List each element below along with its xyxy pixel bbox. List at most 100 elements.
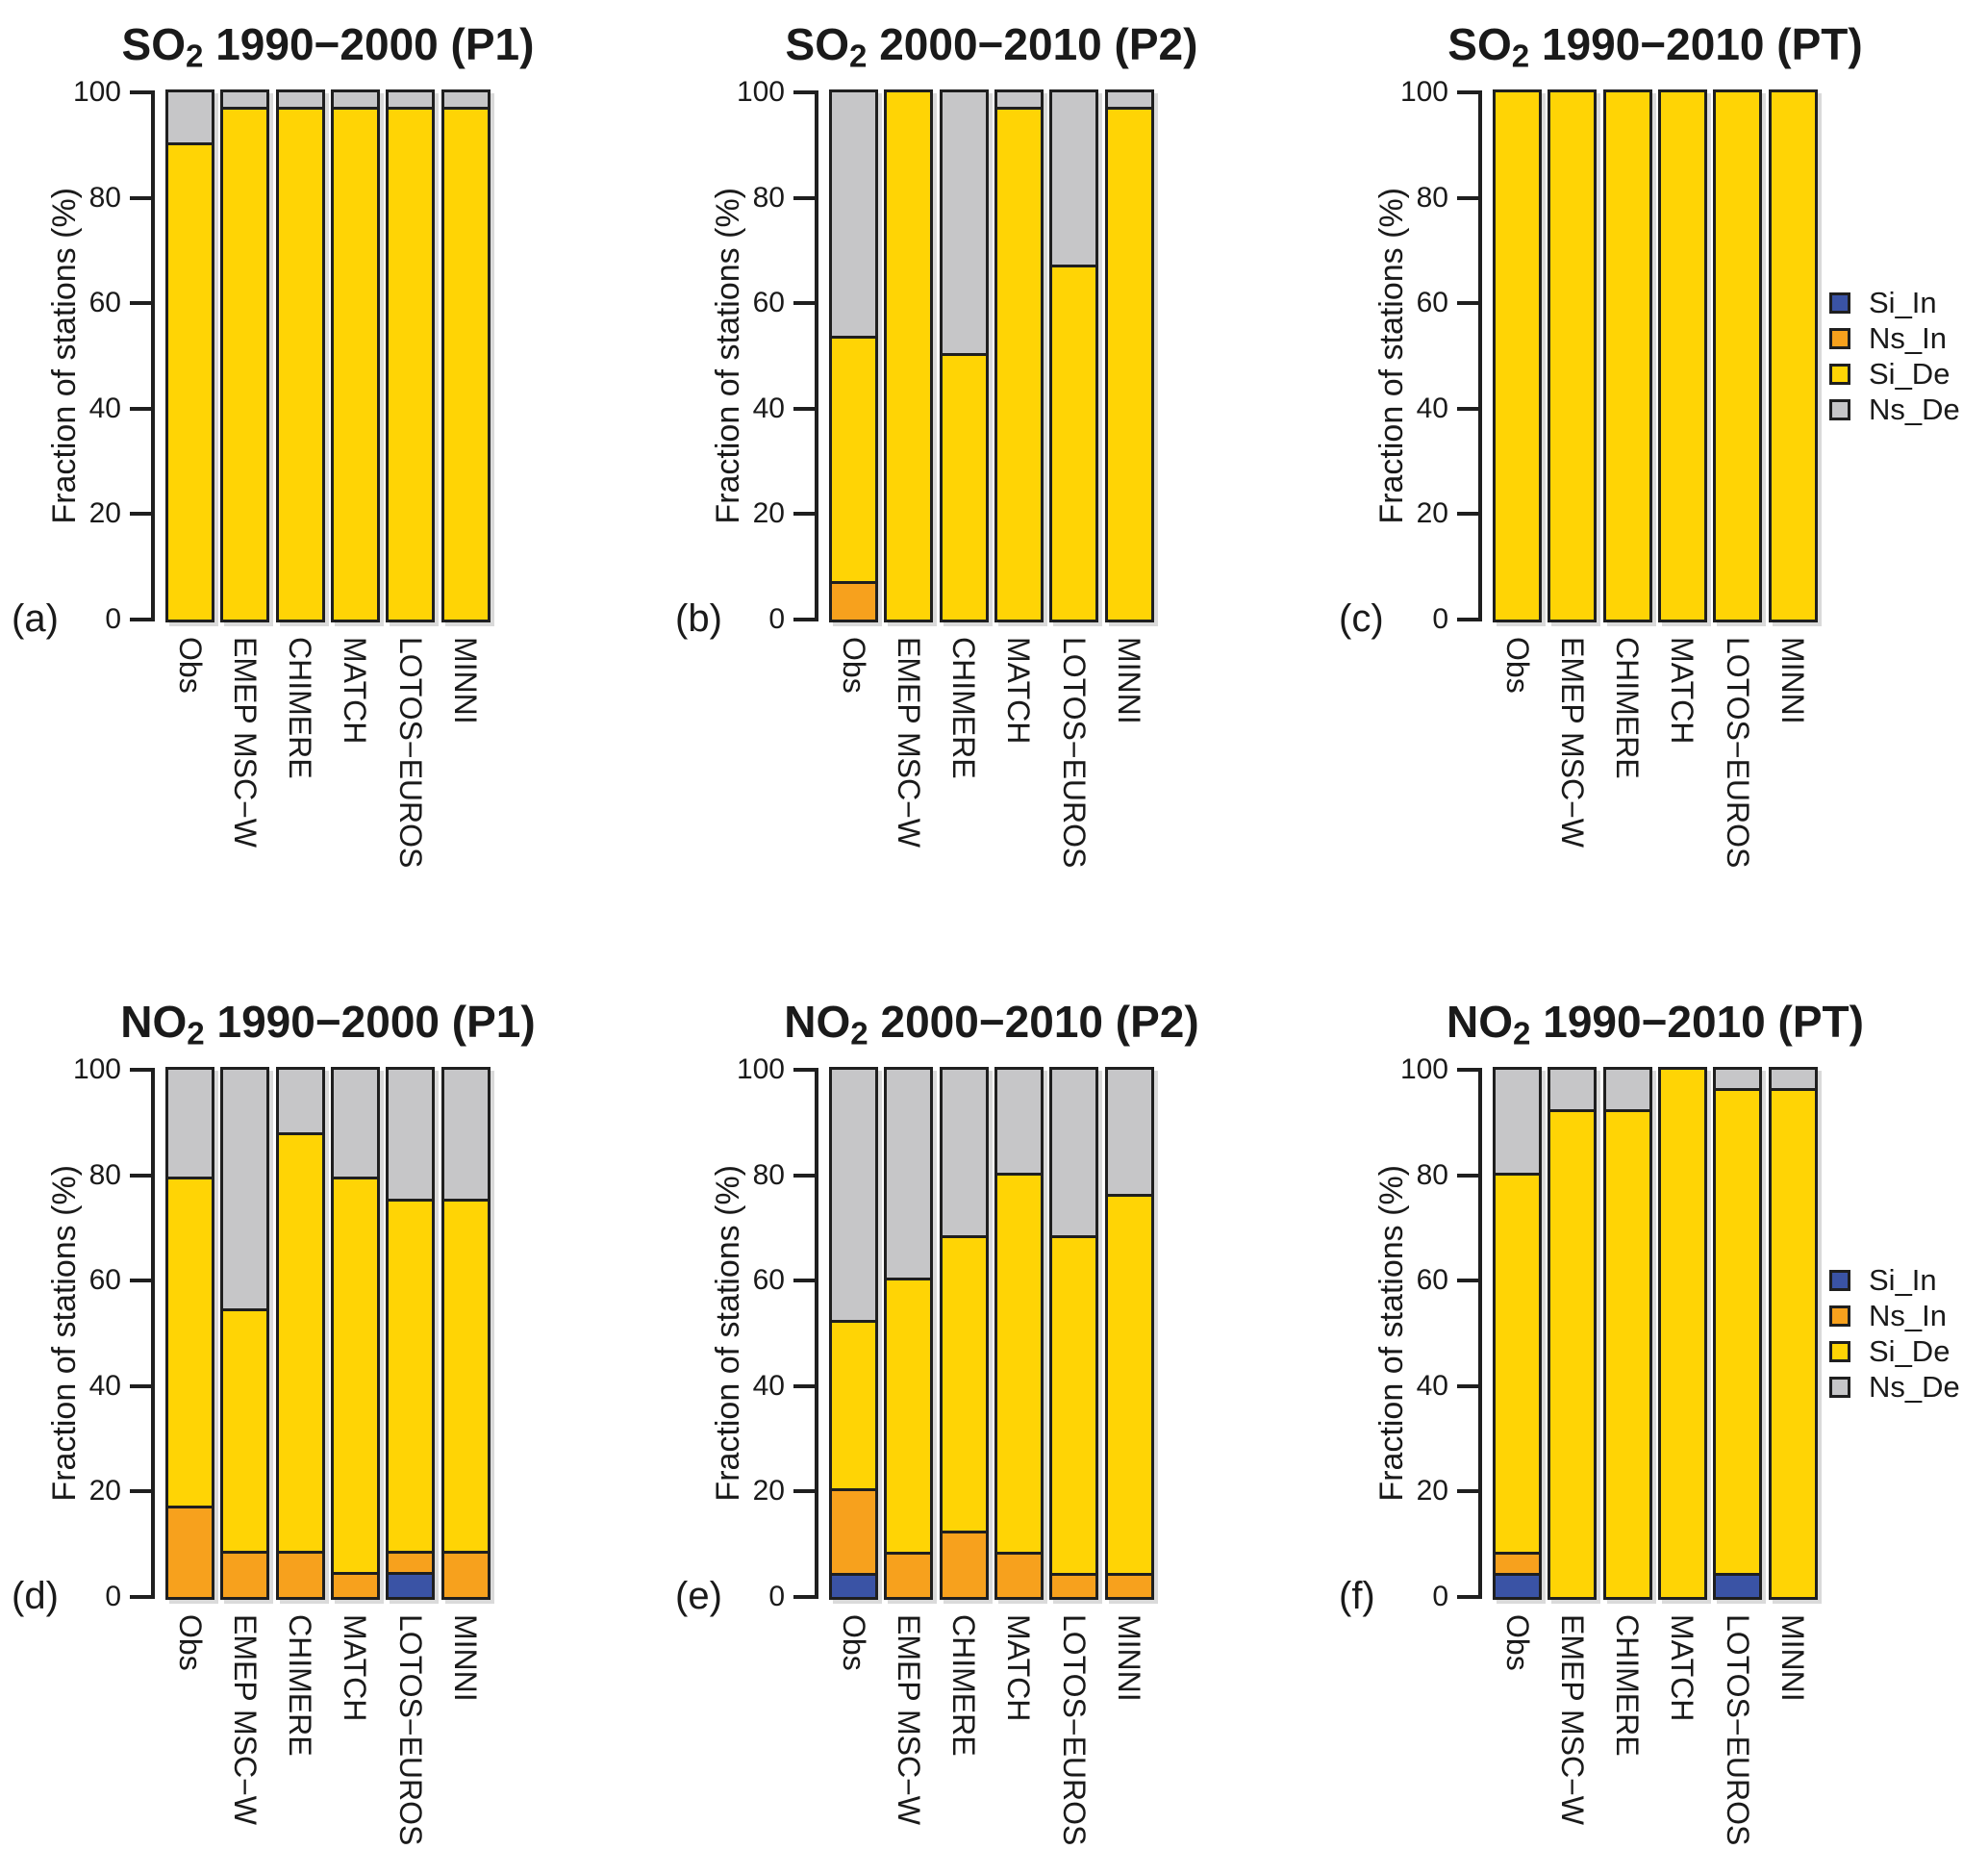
bar-segment-ns-de: [1496, 1070, 1539, 1176]
bar-emep-msc-w: [1548, 1067, 1597, 1600]
bar-segment-si-de: [887, 92, 930, 620]
y-axis-label: Fraction of stations (%): [1372, 1165, 1410, 1502]
legend-label-ns-de: Ns_De: [1869, 392, 1960, 426]
bar-lotos-euros: [386, 89, 435, 622]
bar-segment-ns-in: [943, 1533, 986, 1597]
y-tick: [1457, 407, 1478, 411]
y-tick-label: 20: [88, 1475, 121, 1507]
bar-match: [994, 89, 1044, 622]
x-label-match: MATCH: [1665, 637, 1699, 745]
x-label-obs: Obs: [1500, 1614, 1535, 1671]
panel-letter-e: (e): [675, 1575, 722, 1617]
bar-match: [331, 89, 380, 622]
panel-title-b: SO2 2000−2010 (P2): [721, 17, 1262, 74]
y-tick: [1457, 301, 1478, 305]
y-tick: [793, 1279, 815, 1282]
bar-segment-si-de: [1496, 92, 1539, 620]
x-label-minni: MINNI: [448, 1614, 483, 1702]
bar-segment-si-de: [334, 110, 377, 620]
y-tick-label: 60: [1416, 287, 1448, 318]
y-tick-label: 20: [1416, 497, 1448, 529]
bar-segment-ns-de: [168, 1070, 212, 1179]
bar-segment-ns-de: [887, 1070, 930, 1280]
panel-title-rest: 1990−2000 (P1): [204, 997, 536, 1047]
x-label-obs: Obs: [1500, 637, 1535, 694]
y-tick-label: 100: [1399, 1053, 1448, 1085]
y-tick-label: 0: [1432, 603, 1448, 635]
bar-segment-si-in: [1716, 1576, 1759, 1597]
bar-segment-si-de: [1772, 1091, 1815, 1597]
legend-row-1: Si_In Ns_In Si_De Ns_De: [1829, 285, 1983, 427]
y-tick-label: 0: [768, 1581, 785, 1612]
panel-title-rest: 2000−2010 (P2): [868, 997, 1199, 1047]
y-tick: [1457, 512, 1478, 516]
bar-segment-ns-de: [334, 1070, 377, 1179]
y-tick: [1457, 196, 1478, 200]
bar-chimere: [276, 1067, 325, 1600]
panel-letter-c: (c): [1339, 597, 1384, 640]
bar-chimere: [1603, 89, 1652, 622]
y-axis-label-wrap: Fraction of stations (%): [1370, 1070, 1414, 1597]
legend-item-ns-de: Ns_De: [1829, 392, 1983, 427]
legend-label-ns-in: Ns_In: [1869, 320, 1947, 355]
y-tick-label: 100: [736, 1053, 785, 1085]
x-label-obs: Obs: [837, 637, 871, 694]
y-tick-label: 60: [752, 287, 785, 318]
x-label-match: MATCH: [1001, 637, 1036, 745]
panel-title-a: SO2 1990−2000 (P1): [58, 17, 598, 74]
panel-title-d: NO2 1990−2000 (P1): [58, 995, 598, 1052]
x-label-lotos-euros: LOTOS−EUROS: [1057, 1614, 1092, 1846]
bar-lotos-euros: [1049, 89, 1098, 622]
y-tick: [793, 1384, 815, 1388]
bar-lotos-euros: [386, 1067, 435, 1600]
panel-title-prefix: SO: [785, 19, 850, 69]
x-label-chimere: CHIMERE: [1610, 637, 1645, 779]
bar-match: [331, 1067, 380, 1600]
bar-segment-si-in: [1496, 1576, 1539, 1597]
bar-segment-si-de: [997, 110, 1041, 620]
bar-segment-ns-de: [279, 1070, 322, 1135]
legend-item-si-in: Si_In: [1829, 1262, 1983, 1298]
y-tick-label: 40: [752, 1370, 785, 1402]
bar-segment-ns-in: [832, 584, 875, 620]
bar-segment-ns-de: [943, 1070, 986, 1238]
legend-label-si-in: Si_In: [1869, 285, 1937, 319]
y-tick: [130, 407, 151, 411]
bar-segment-ns-de: [1550, 1070, 1594, 1112]
bar-segment-ns-in: [279, 1554, 322, 1597]
x-label-obs: Obs: [173, 637, 208, 694]
y-axis-label: Fraction of stations (%): [709, 188, 746, 524]
bar-match: [994, 1067, 1044, 1600]
bar-segment-ns-de: [223, 1070, 266, 1311]
y-axis-label-wrap: Fraction of stations (%): [1370, 92, 1414, 620]
legend-label-si-in: Si_In: [1869, 1262, 1937, 1297]
y-tick: [1457, 90, 1478, 94]
legend-swatch-ns-in: [1829, 1305, 1850, 1327]
y-axis-line: [1478, 90, 1482, 621]
y-tick: [130, 301, 151, 305]
bar-segment-si-de: [1052, 267, 1095, 620]
bar-segment-ns-de: [1606, 1070, 1649, 1112]
bar-segment-ns-de: [1052, 1070, 1095, 1238]
bar-chimere: [276, 89, 325, 622]
bar-segment-ns-de: [1052, 92, 1095, 267]
y-tick: [130, 196, 151, 200]
bar-segment-si-de: [1496, 1176, 1539, 1555]
y-tick: [1457, 1279, 1478, 1282]
bar-segment-si-de: [1661, 92, 1704, 620]
bar-segment-ns-de: [1108, 1070, 1151, 1197]
bar-segment-si-de: [1052, 1238, 1095, 1576]
x-label-lotos-euros: LOTOS−EUROS: [393, 637, 428, 869]
bar-emep-msc-w: [220, 1067, 269, 1600]
y-tick-label: 100: [736, 76, 785, 108]
y-axis-label-wrap: Fraction of stations (%): [42, 92, 87, 620]
bar-segment-ns-de: [943, 92, 986, 356]
x-label-lotos-euros: LOTOS−EUROS: [1721, 637, 1755, 869]
bar-segment-si-de: [1716, 92, 1759, 620]
y-tick: [130, 1279, 151, 1282]
bar-segment-si-de: [1108, 110, 1151, 620]
bar-minni: [1769, 1067, 1818, 1600]
y-tick: [130, 512, 151, 516]
bar-segment-si-de: [1606, 1112, 1649, 1597]
y-tick: [130, 1384, 151, 1388]
